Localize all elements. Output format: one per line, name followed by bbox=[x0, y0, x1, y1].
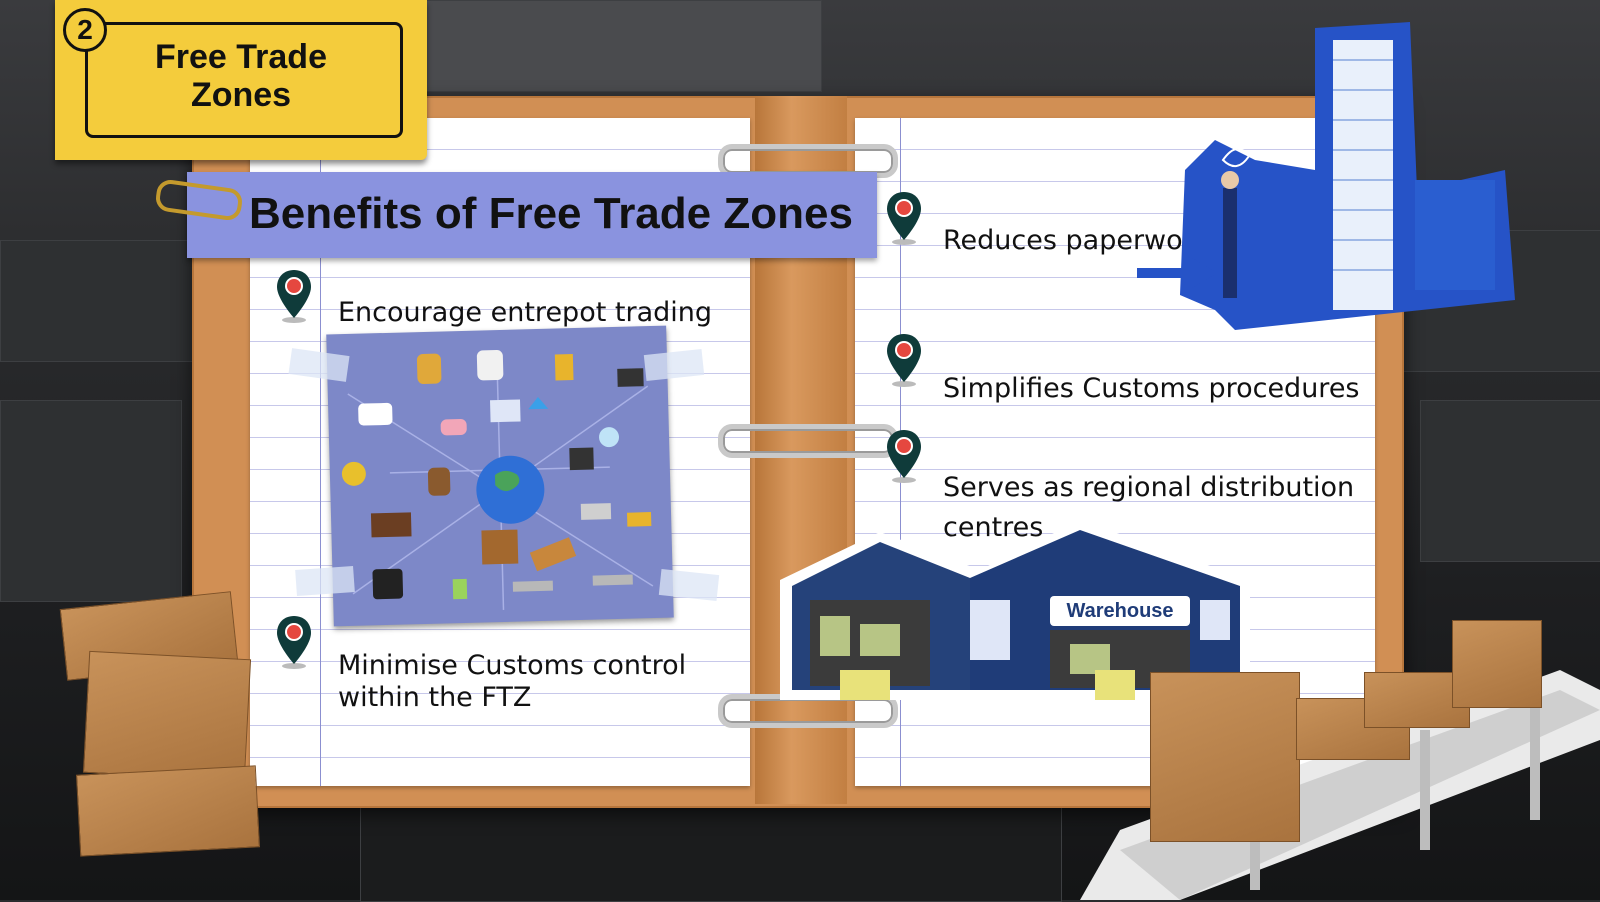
benefit-reduces-paperwork: Reduces paperwork bbox=[943, 225, 1210, 256]
cardboard-box bbox=[1150, 672, 1300, 842]
benefit-minimise-customs-control: Minimise Customs control within the FTZ bbox=[338, 650, 686, 714]
benefit-line1: Serves as regional distribution bbox=[943, 472, 1355, 503]
location-pin-icon bbox=[277, 270, 311, 323]
paperwork-illustration bbox=[1180, 22, 1515, 330]
page-title: Benefits of Free Trade Zones bbox=[249, 189, 853, 238]
cardboard-box bbox=[75, 765, 261, 857]
background-floor-equipment bbox=[360, 790, 1062, 902]
arrow-right-icon bbox=[1137, 256, 1217, 290]
warehouse-sign: Warehouse bbox=[1066, 600, 1173, 622]
background-desk bbox=[0, 240, 202, 362]
warehouse-illustration: Warehouse bbox=[780, 520, 1250, 700]
cardboard-box bbox=[1452, 620, 1542, 708]
binder-ring-icon bbox=[718, 424, 898, 458]
section-number-badge: 2 bbox=[63, 8, 107, 52]
benefit-line2: within the FTZ bbox=[338, 682, 532, 713]
benefit-line2: centres bbox=[943, 512, 1044, 543]
cardboard-box bbox=[82, 650, 252, 782]
background-desk bbox=[0, 400, 182, 602]
location-pin-icon bbox=[887, 430, 921, 483]
benefit-regional-distribution: Serves as regional distribution centres bbox=[943, 468, 1354, 548]
location-pin-icon bbox=[277, 616, 311, 669]
section-title-line2: Zones bbox=[190, 76, 292, 114]
commodity-infographic bbox=[326, 325, 674, 627]
section-title: Free Trade Zones bbox=[85, 38, 397, 114]
benefit-entrepot-trading: Encourage entrepot trading bbox=[338, 297, 713, 328]
benefit-line1: Minimise Customs control bbox=[338, 650, 687, 681]
sticky-note: 2 Free Trade Zones bbox=[55, 0, 427, 160]
background-desk bbox=[1420, 400, 1600, 562]
section-title-line1: Free Trade bbox=[155, 38, 327, 76]
background-window bbox=[420, 0, 822, 92]
tape-strip bbox=[295, 566, 355, 596]
location-pin-icon bbox=[887, 192, 921, 245]
location-pin-icon bbox=[887, 334, 921, 387]
heading-banner: Benefits of Free Trade Zones bbox=[187, 172, 877, 258]
page-margin-line bbox=[320, 118, 321, 786]
commodity-illustration bbox=[341, 350, 654, 610]
benefit-simplifies-customs: Simplifies Customs procedures bbox=[943, 373, 1360, 404]
sticky-note-frame bbox=[85, 22, 403, 138]
